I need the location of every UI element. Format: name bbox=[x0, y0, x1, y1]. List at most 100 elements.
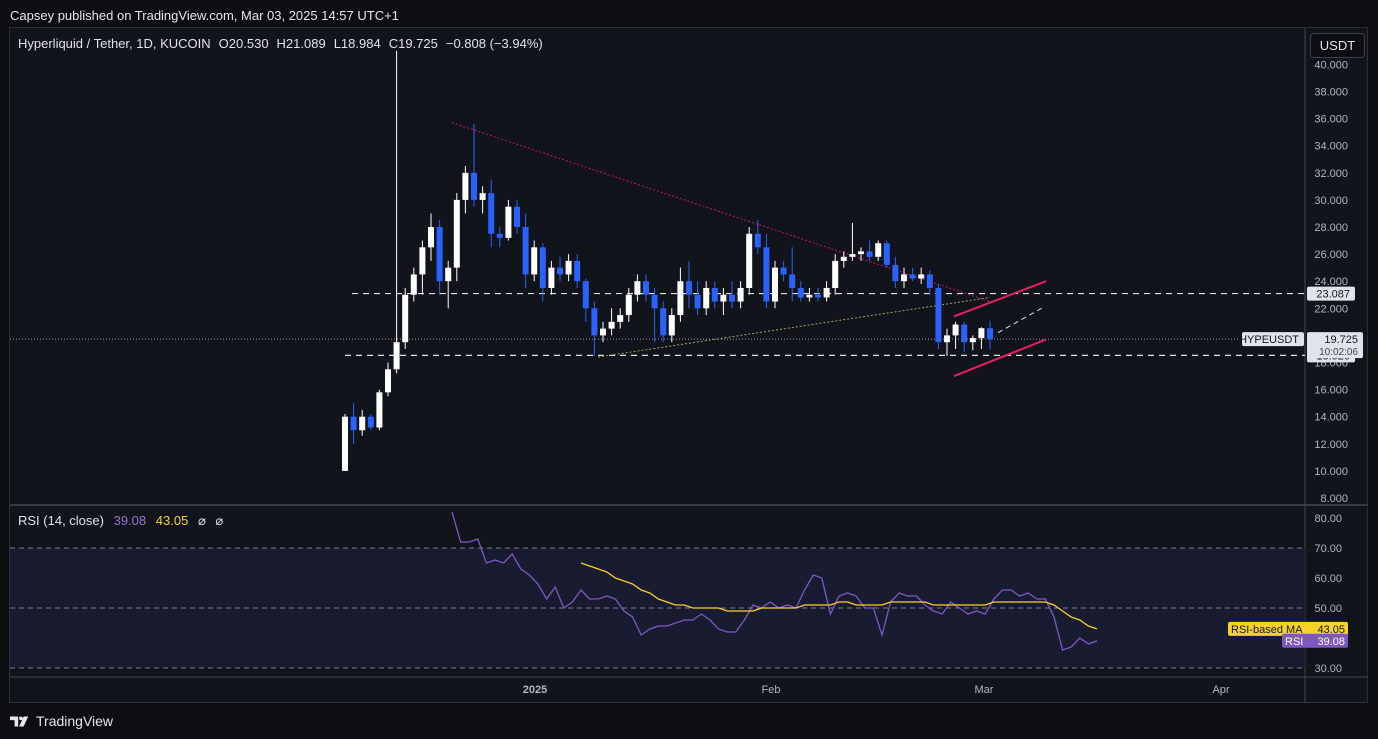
candle-body bbox=[393, 342, 400, 370]
rsi-ma-value: 43.05 bbox=[155, 513, 189, 528]
candle-body bbox=[548, 267, 555, 288]
rsi-ma-line bbox=[580, 562, 1098, 630]
candle-body bbox=[815, 294, 821, 298]
price-tick-label: 30.000 bbox=[1314, 195, 1348, 207]
rsi-line bbox=[451, 511, 1098, 651]
candle-body bbox=[780, 267, 787, 275]
rsi-band-fill bbox=[10, 548, 1305, 668]
symbol-price-tag-bg bbox=[1242, 332, 1304, 347]
candle-body bbox=[866, 251, 873, 257]
candle-body bbox=[875, 243, 882, 257]
candle-body bbox=[582, 281, 589, 309]
candle-body bbox=[462, 172, 469, 200]
price-tick-label: 10.000 bbox=[1314, 466, 1348, 478]
candle-body bbox=[935, 287, 942, 343]
rsi-axis-tag: RSI 39.08 bbox=[1282, 633, 1348, 648]
candle-body bbox=[505, 206, 512, 238]
price-tick-label: 16.000 bbox=[1314, 385, 1348, 397]
candle-body bbox=[729, 294, 735, 302]
tradingview-logo-icon[interactable] bbox=[10, 714, 30, 728]
candle-body bbox=[858, 251, 864, 255]
candle-body bbox=[969, 338, 976, 343]
candle-body bbox=[385, 369, 391, 393]
time-tick-label: Apr bbox=[1212, 684, 1229, 696]
candle-body bbox=[849, 254, 856, 257]
rsi-tick-label: 30.00 bbox=[1314, 663, 1342, 675]
candle-body bbox=[746, 233, 753, 288]
candle-body bbox=[608, 321, 615, 329]
symbol-header: Hyperliquid / Tether, 1D, KUCOIN O20.530 H… bbox=[18, 36, 551, 51]
candle-body bbox=[952, 324, 959, 336]
price-tick-label: 26.000 bbox=[1314, 249, 1348, 261]
time-tick-label: Feb bbox=[762, 684, 781, 696]
ohlc-open: O20.530 bbox=[218, 36, 269, 51]
candle-body bbox=[918, 274, 925, 279]
candle-body bbox=[987, 328, 993, 340]
ohlc-high: H21.089 bbox=[276, 36, 326, 51]
candle-body bbox=[926, 274, 933, 288]
rsi-header: RSI (14, close) 39.08 43.05 ⌀ ⌀ bbox=[18, 513, 229, 529]
ohlc-close: C19.725 bbox=[388, 36, 438, 51]
countdown-value: 10:02:06 bbox=[1319, 347, 1358, 358]
candle-body bbox=[797, 287, 804, 298]
candle-body bbox=[410, 274, 417, 295]
candle-body bbox=[428, 227, 434, 248]
price-tick-label: 36.000 bbox=[1314, 114, 1348, 126]
time-tick-label: 2025 bbox=[523, 684, 547, 696]
candle-body bbox=[522, 227, 529, 275]
rsi-label[interactable]: RSI (14, close) bbox=[18, 513, 104, 528]
candle-body bbox=[471, 172, 477, 200]
rsi-ma-axis-tag: RSI-based MA 43.05 bbox=[1228, 621, 1348, 636]
price-tick-label: 28.000 bbox=[1314, 222, 1348, 234]
candle-body bbox=[367, 416, 374, 428]
last-price-label-bg bbox=[1307, 332, 1363, 359]
rsi-tick-label: 80.00 bbox=[1314, 513, 1342, 525]
channel-upper-line bbox=[953, 280, 1047, 318]
footer-brand[interactable]: TradingView bbox=[36, 713, 114, 729]
price-tick-label: 12.000 bbox=[1314, 439, 1348, 451]
candle-body bbox=[539, 247, 546, 288]
candle-body bbox=[772, 267, 778, 302]
rsi-value: 39.08 bbox=[113, 513, 147, 528]
candle-body bbox=[445, 267, 452, 282]
price-tick-label: 32.000 bbox=[1314, 168, 1348, 180]
candle-body bbox=[531, 247, 538, 275]
candle-body bbox=[453, 199, 460, 268]
symbol-price-tag-text: HYPEUSDT bbox=[1239, 334, 1299, 346]
upper-level-label-bg bbox=[1307, 286, 1355, 301]
candles-group bbox=[342, 50, 993, 471]
candle-body bbox=[600, 328, 606, 336]
candle-body bbox=[419, 247, 426, 275]
candle-body bbox=[514, 206, 520, 227]
candle-body bbox=[660, 308, 667, 336]
ohlc-change: −0.808 (−3.94%) bbox=[445, 36, 543, 51]
rsi-tick-label: 60.00 bbox=[1314, 573, 1342, 585]
rsi-ma-axis-value: 43.05 bbox=[1317, 624, 1345, 636]
rsi-ma-axis-tag-bg bbox=[1228, 621, 1348, 636]
price-tick-label: 38.000 bbox=[1314, 87, 1348, 99]
candle-body bbox=[436, 227, 443, 282]
channel-lower-line bbox=[953, 338, 1047, 377]
candle-body bbox=[806, 294, 813, 298]
candle-body bbox=[789, 274, 796, 288]
rsi-ma-axis-name: RSI-based MA bbox=[1231, 624, 1303, 636]
candle-body bbox=[402, 294, 409, 343]
price-tick-label: 8.000 bbox=[1320, 493, 1348, 505]
ohlc-low: L18.984 bbox=[333, 36, 381, 51]
candle-body bbox=[617, 315, 624, 322]
channel-mid-projection bbox=[997, 306, 1045, 334]
symbol-name[interactable]: Hyperliquid / Tether, 1D, KUCOIN bbox=[18, 36, 211, 51]
candle-body bbox=[978, 328, 985, 339]
descending-trendline bbox=[451, 122, 991, 302]
candle-body bbox=[479, 193, 486, 200]
candle-body bbox=[651, 294, 658, 309]
candle-body bbox=[901, 274, 907, 282]
candle-body bbox=[565, 260, 572, 275]
candle-body bbox=[720, 294, 727, 302]
candle-body bbox=[823, 287, 830, 298]
currency-button[interactable]: USDT bbox=[1310, 33, 1365, 58]
candle-body bbox=[376, 392, 383, 428]
candle-body bbox=[488, 193, 495, 234]
